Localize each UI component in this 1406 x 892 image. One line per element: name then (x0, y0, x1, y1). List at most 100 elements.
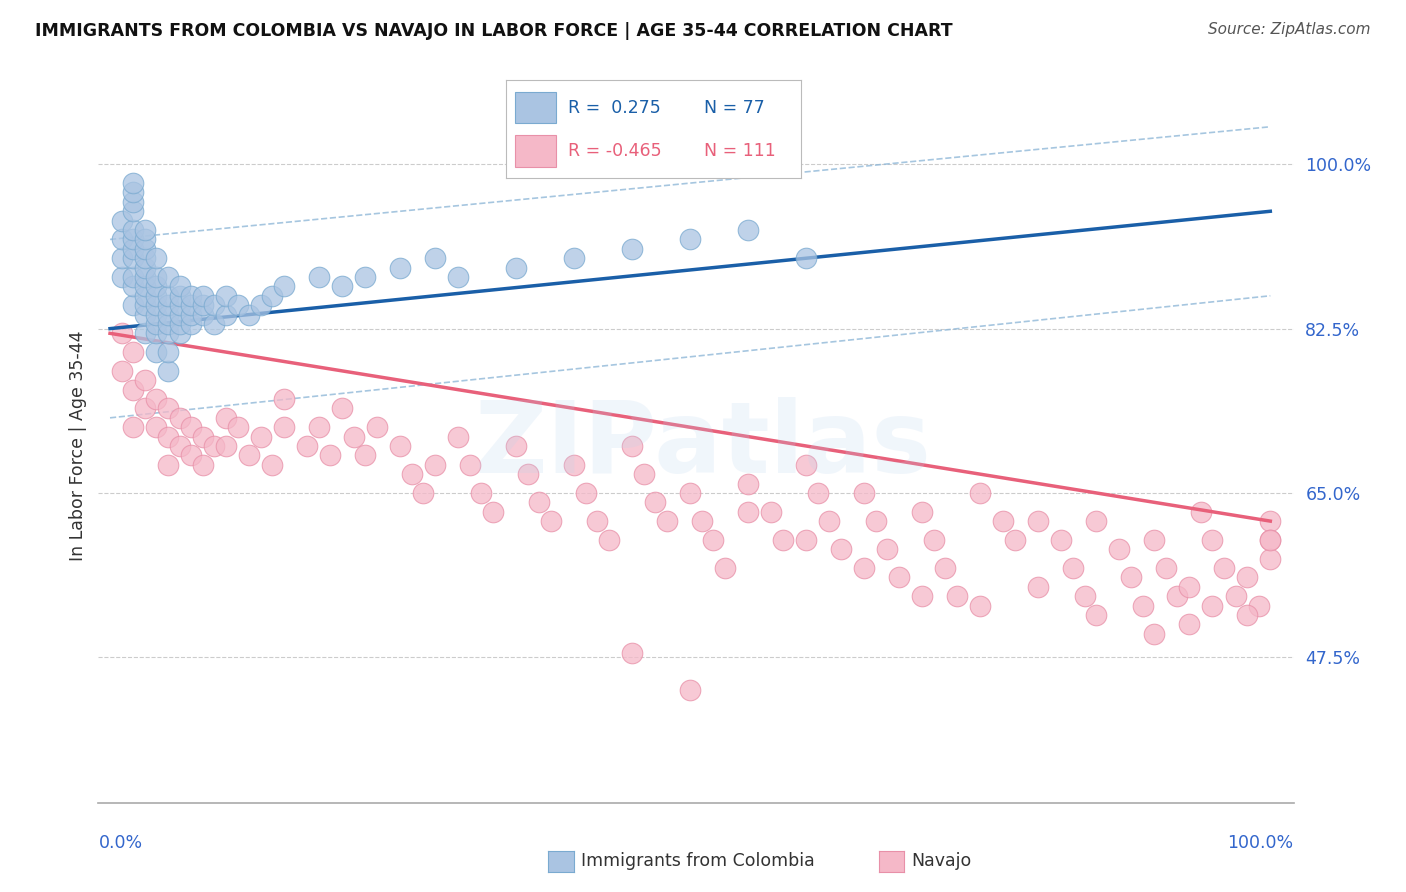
Point (122, 345, 145, 359)
Point (122, 186, 145, 200)
Point (447, 270, 470, 285)
Point (401, 467, 423, 482)
Point (575, 486, 598, 500)
Point (690, 514, 713, 528)
Point (505, 260, 527, 275)
Point (830, 542, 852, 557)
Point (516, 467, 538, 482)
Point (134, 308, 156, 322)
Point (122, 223, 145, 237)
Point (169, 298, 191, 312)
Point (122, 176, 145, 190)
Point (191, 298, 214, 312)
Point (794, 251, 817, 265)
Point (1236, 607, 1258, 622)
Point (1050, 533, 1073, 547)
Point (934, 561, 956, 575)
Point (1085, 514, 1108, 528)
Point (1189, 505, 1212, 519)
Point (482, 505, 505, 519)
Point (180, 420, 202, 434)
Point (169, 317, 191, 331)
Point (262, 458, 284, 472)
Point (354, 270, 377, 285)
Point (679, 232, 702, 246)
Point (354, 449, 377, 463)
Point (562, 251, 585, 265)
Point (191, 429, 214, 443)
Point (308, 270, 330, 285)
Point (1143, 533, 1166, 547)
Point (1085, 607, 1108, 622)
Point (134, 289, 156, 303)
Point (1258, 533, 1281, 547)
Point (238, 308, 260, 322)
Point (122, 204, 145, 219)
Point (644, 495, 666, 509)
Point (1201, 599, 1223, 613)
Point (737, 223, 759, 237)
Point (134, 242, 156, 256)
Point (1119, 570, 1142, 584)
Point (111, 232, 134, 246)
Point (1026, 514, 1049, 528)
Text: R =  0.275: R = 0.275 (568, 99, 661, 117)
Point (1201, 533, 1223, 547)
Point (122, 251, 145, 265)
Point (204, 439, 226, 453)
Point (134, 223, 156, 237)
Point (122, 383, 145, 397)
Point (702, 533, 724, 547)
Point (714, 561, 737, 575)
Point (134, 298, 156, 312)
Point (145, 279, 167, 293)
Point (297, 439, 319, 453)
Point (1073, 589, 1095, 603)
Point (204, 298, 226, 312)
Point (191, 458, 214, 472)
Point (1062, 561, 1084, 575)
Point (134, 279, 156, 293)
Point (273, 392, 295, 406)
Point (1166, 589, 1188, 603)
Point (215, 289, 238, 303)
Point (273, 420, 295, 434)
Point (865, 514, 887, 528)
Point (226, 420, 249, 434)
Point (505, 439, 527, 453)
Point (169, 439, 191, 453)
Point (423, 458, 446, 472)
Point (621, 439, 644, 453)
Point (969, 599, 991, 613)
Point (273, 279, 295, 293)
Point (157, 364, 180, 378)
Point (145, 298, 167, 312)
Point (145, 392, 167, 406)
Point (447, 429, 470, 443)
Point (679, 683, 702, 698)
Text: IMMIGRANTS FROM COLOMBIA VS NAVAJO IN LABOR FORCE | AGE 35-44 CORRELATION CHART: IMMIGRANTS FROM COLOMBIA VS NAVAJO IN LA… (35, 22, 953, 40)
Point (772, 533, 794, 547)
Point (134, 232, 156, 246)
Point (191, 289, 214, 303)
Point (157, 298, 180, 312)
Point (145, 345, 167, 359)
Text: 100.0%: 100.0% (1227, 834, 1294, 852)
Point (1004, 533, 1026, 547)
Point (134, 270, 156, 285)
Point (157, 317, 180, 331)
Point (111, 326, 134, 341)
Point (1108, 542, 1130, 557)
Point (818, 514, 841, 528)
Point (423, 251, 446, 265)
Point (180, 449, 202, 463)
Point (1178, 580, 1201, 594)
Point (134, 401, 156, 416)
Point (993, 514, 1015, 528)
Point (458, 458, 481, 472)
Point (621, 646, 644, 660)
Point (215, 410, 238, 425)
Point (122, 279, 145, 293)
Point (111, 364, 134, 378)
Point (180, 308, 202, 322)
